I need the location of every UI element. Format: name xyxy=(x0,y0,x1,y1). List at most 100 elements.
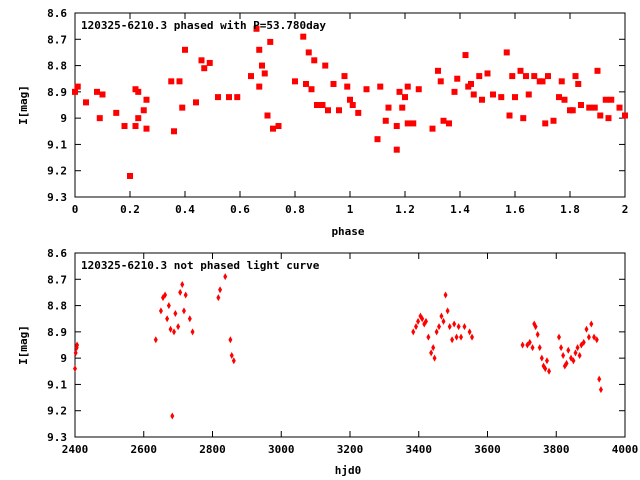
data-point xyxy=(437,78,444,85)
data-point xyxy=(572,73,579,80)
data-point xyxy=(94,88,100,95)
data-point xyxy=(206,59,213,66)
data-point xyxy=(218,286,223,294)
data-point xyxy=(450,336,455,344)
data-point xyxy=(581,338,586,346)
data-point xyxy=(267,38,274,45)
tick-marks xyxy=(74,12,626,198)
y-tick-label: 8.8 xyxy=(47,300,67,313)
data-point xyxy=(594,67,601,74)
data-point xyxy=(336,107,342,114)
data-point xyxy=(432,354,437,362)
x-tick-label: 2800 xyxy=(199,443,226,456)
data-point xyxy=(168,78,175,85)
data-point xyxy=(311,57,318,64)
y-tick-label: 9.1 xyxy=(47,138,67,151)
data-point xyxy=(292,78,298,85)
data-point xyxy=(74,83,81,90)
data-point xyxy=(592,333,597,341)
data-point xyxy=(374,136,381,143)
data-point xyxy=(558,78,565,85)
data-point xyxy=(73,349,78,357)
data-point xyxy=(437,323,442,331)
data-point xyxy=(547,367,552,375)
tick-marks xyxy=(74,252,626,438)
data-point xyxy=(253,25,260,32)
data-point xyxy=(248,73,254,80)
data-point xyxy=(431,344,436,352)
y-tick-label: 9.2 xyxy=(47,405,67,418)
data-point xyxy=(556,94,562,101)
data-point xyxy=(216,294,221,302)
data-point xyxy=(377,83,384,90)
x-tick-label: 1.4 xyxy=(450,203,470,216)
data-point xyxy=(451,88,458,95)
data-point xyxy=(308,86,315,93)
data-point xyxy=(393,146,400,153)
x-tick-label: 3400 xyxy=(406,443,433,456)
data-point xyxy=(509,73,516,80)
data-point xyxy=(180,281,185,289)
y-axis-label: I[mag] xyxy=(17,85,30,125)
data-point xyxy=(441,317,446,325)
data-point xyxy=(166,302,171,310)
data-point xyxy=(143,125,150,132)
x-tick-label: 2400 xyxy=(62,443,89,456)
plot-title: 120325-6210.3 phased with P=53.780day xyxy=(81,19,326,32)
data-point xyxy=(261,70,268,77)
tick-labels: 0 0.2 0.4 0.6 0.8 1 1.2 1.4 1.6 1.8 2 8.6 8.7 8.8 8.9 9… xyxy=(47,7,628,216)
y-tick-label: 8.9 xyxy=(47,326,67,339)
data-point xyxy=(537,344,542,352)
data-point xyxy=(597,112,604,119)
x-tick-label: 0.4 xyxy=(175,203,195,216)
data-point xyxy=(228,336,233,344)
data-point xyxy=(446,120,452,127)
data-point xyxy=(132,123,139,130)
data-point xyxy=(506,112,513,119)
data-point xyxy=(454,75,461,82)
data-point xyxy=(605,115,612,122)
data-point xyxy=(598,386,603,394)
data-point xyxy=(439,312,444,320)
data-point xyxy=(234,94,241,101)
x-tick-label: 3600 xyxy=(474,443,501,456)
data-point xyxy=(303,80,309,87)
data-point xyxy=(484,70,491,77)
data-point xyxy=(176,323,181,331)
data-point xyxy=(561,96,568,103)
data-point xyxy=(445,307,450,315)
data-point xyxy=(163,291,168,299)
data-point xyxy=(584,325,589,333)
data-point xyxy=(178,288,183,296)
data-point xyxy=(566,346,571,354)
x-tick-label: 3200 xyxy=(337,443,364,456)
data-point xyxy=(420,315,425,323)
data-point xyxy=(72,88,78,95)
data-point xyxy=(454,333,459,341)
y-tick-label: 8.8 xyxy=(47,60,67,73)
data-point xyxy=(586,333,591,341)
data-point xyxy=(410,120,417,127)
data-point xyxy=(344,83,351,90)
data-point xyxy=(527,338,532,346)
unphased-light-curve-plot: 2400 2600 2800 3000 3200 3400 3600 3800 4000 8.6 8… xyxy=(17,247,638,477)
data-point xyxy=(399,104,406,111)
y-tick-label: 8.7 xyxy=(47,273,67,286)
data-point xyxy=(182,46,188,53)
x-tick-label: 2600 xyxy=(131,443,158,456)
y-tick-label: 9.3 xyxy=(47,431,67,444)
data-point xyxy=(415,86,422,93)
data-point xyxy=(440,117,447,124)
data-point xyxy=(121,123,128,130)
data-point xyxy=(520,115,527,122)
data-point xyxy=(622,112,628,119)
x-tick-label: 1.2 xyxy=(395,203,415,216)
data-point xyxy=(443,291,448,299)
data-point xyxy=(569,107,576,114)
data-point xyxy=(181,307,186,315)
data-point xyxy=(168,325,173,333)
x-tick-label: 1.8 xyxy=(560,203,580,216)
data-point xyxy=(113,109,120,116)
data-point xyxy=(231,357,236,365)
y-tick-label: 8.9 xyxy=(47,86,67,99)
